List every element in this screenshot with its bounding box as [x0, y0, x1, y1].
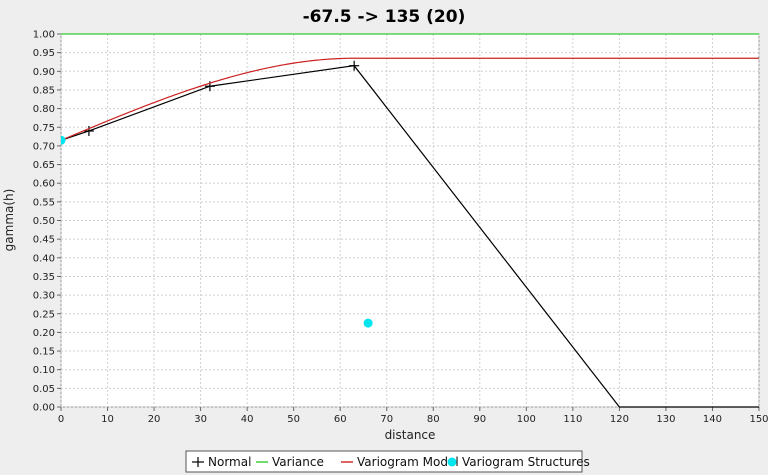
x-tick-label: 30 [194, 414, 207, 425]
y-tick-label: 0.85 [33, 85, 55, 96]
y-tick-label: 0.50 [33, 216, 55, 227]
legend-item-normal: Normal [192, 455, 251, 469]
y-tick-label: 0.35 [33, 272, 55, 283]
x-tick-label: 50 [287, 414, 300, 425]
normal-point-marker [349, 60, 360, 71]
y-tick-label: 0.15 [33, 347, 55, 358]
y-tick-label: 0.00 [33, 403, 55, 414]
x-tick-label: 110 [563, 414, 582, 425]
x-tick-label: 0 [58, 414, 64, 425]
legend-label: Variance [272, 455, 324, 469]
x-tick-label: 130 [656, 414, 675, 425]
x-tick-label: 100 [517, 414, 536, 425]
legend-label: Normal [208, 455, 251, 469]
variogram-structures-point [61, 135, 66, 145]
x-axis-label: distance [385, 428, 436, 442]
normal-point-marker [83, 125, 94, 136]
x-tick-label: 80 [427, 414, 440, 425]
y-tick-label: 0.60 [33, 179, 55, 190]
y-tick-label: 0.75 [33, 123, 55, 134]
grid-lines [60, 33, 760, 408]
y-tick-label: 0.65 [33, 160, 55, 171]
legend-item-variance: Variance [256, 455, 324, 469]
y-tick-label: 0.90 [33, 67, 55, 78]
y-tick-label: 0.95 [33, 48, 55, 59]
x-tick-label: 120 [610, 414, 629, 425]
y-tick-label: 0.25 [33, 309, 55, 320]
y-tick-label: 0.80 [33, 104, 55, 115]
x-tick-label: 20 [148, 414, 161, 425]
normal-series-line [61, 65, 759, 408]
y-tick-label: 0.05 [33, 384, 55, 395]
legend-label: Variogram Structures [462, 455, 590, 469]
x-tick-label: 60 [334, 414, 347, 425]
legend: Normal Variance Variogram Model Variogram S… [185, 450, 590, 473]
series-layer [61, 33, 759, 408]
y-tick-label: 0.10 [33, 365, 55, 376]
y-axis-label: gamma(h) [2, 189, 16, 252]
x-tick-label: 150 [749, 414, 768, 425]
legend-box [185, 450, 583, 473]
legend-label: Variogram Model [357, 455, 459, 469]
x-tick-label: 10 [101, 414, 114, 425]
axes: 0.00 0.05 0.10 0.15 0.20 0.25 0.30 0.35 0.40 0.45… [33, 30, 768, 426]
legend-swatch [447, 457, 457, 467]
y-tick-label: 0.55 [33, 197, 55, 208]
x-tick-label: 140 [703, 414, 722, 425]
y-tick-label: 0.30 [33, 291, 55, 302]
x-tick-label: 40 [241, 414, 254, 425]
y-tick-label: 1.00 [33, 30, 55, 41]
y-tick-label: 0.40 [33, 253, 55, 264]
y-tick-label: 0.45 [33, 235, 55, 246]
x-tick-label: 70 [380, 414, 393, 425]
legend-item-variogram-structures: Variogram Structures [447, 455, 590, 469]
y-tick-label: 0.20 [33, 328, 55, 339]
variogram-model-curve [61, 57, 759, 141]
chart-title: -67.5 -> 135 (20) [303, 7, 466, 27]
y-tick-label: 0.70 [33, 141, 55, 152]
legend-item-variogram-model: Variogram Model [341, 455, 459, 469]
variogram-structures-point [363, 318, 373, 328]
x-tick-label: 90 [473, 414, 486, 425]
